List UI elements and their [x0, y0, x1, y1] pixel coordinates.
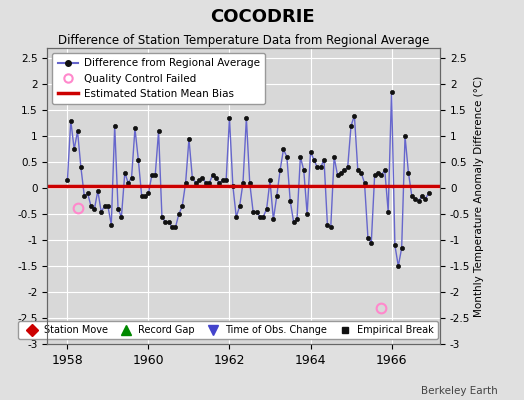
- Y-axis label: Monthly Temperature Anomaly Difference (°C): Monthly Temperature Anomaly Difference (…: [474, 75, 484, 317]
- Legend: Station Move, Record Gap, Time of Obs. Change, Empirical Break: Station Move, Record Gap, Time of Obs. C…: [18, 321, 438, 339]
- Text: COCODRIE: COCODRIE: [210, 8, 314, 26]
- Title: Difference of Station Temperature Data from Regional Average: Difference of Station Temperature Data f…: [58, 34, 429, 47]
- Text: Berkeley Earth: Berkeley Earth: [421, 386, 498, 396]
